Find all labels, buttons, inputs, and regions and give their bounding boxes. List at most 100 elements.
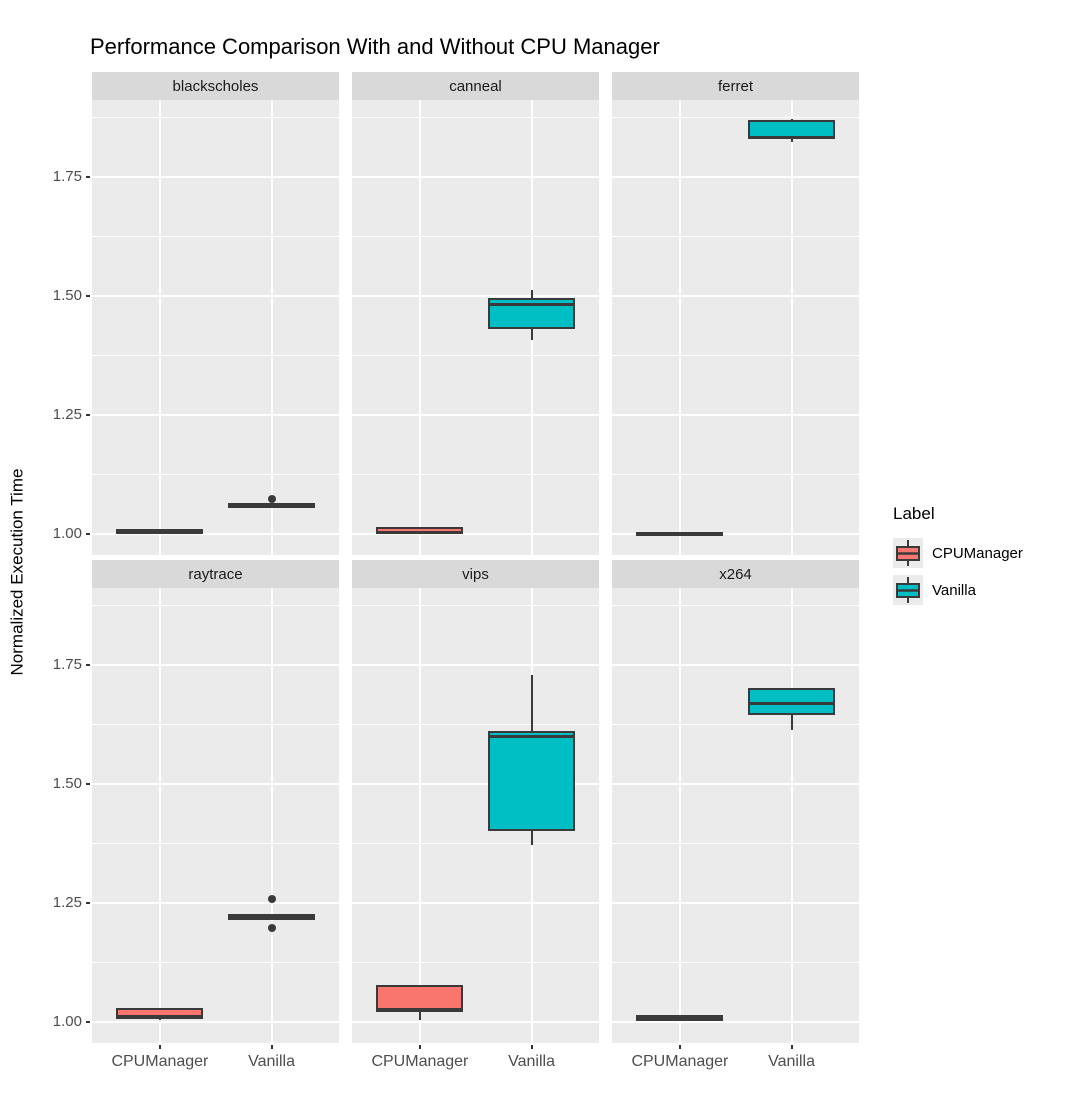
legend-boxplot-glyph-icon — [896, 577, 920, 603]
minor-gridline — [352, 355, 599, 357]
y-tick-label: 1.00 — [52, 1013, 82, 1031]
y-tick-mark — [86, 533, 90, 536]
facet-panel-ferret — [612, 100, 859, 555]
legend-key — [893, 538, 923, 568]
median-line — [490, 303, 574, 307]
x-tick-mark — [678, 1045, 681, 1049]
median-line — [638, 532, 722, 536]
outlier-dot — [267, 924, 276, 933]
lower-whisker — [790, 139, 793, 142]
median-line — [230, 915, 314, 919]
upper-whisker — [530, 675, 533, 731]
y-tick-label: 1.50 — [52, 287, 82, 305]
lower-whisker — [158, 1018, 161, 1020]
minor-gridline — [612, 236, 859, 238]
major-gridline — [92, 664, 339, 667]
x-tick-label: Vanilla — [508, 1053, 555, 1070]
major-gridline — [92, 902, 339, 905]
y-tick-label: 1.75 — [52, 656, 82, 674]
vertical-gridline — [678, 100, 681, 555]
chart-title: Performance Comparison With and Without … — [90, 34, 660, 59]
lower-whisker — [418, 1012, 421, 1021]
vertical-gridline — [790, 588, 793, 1043]
major-gridline — [352, 295, 599, 298]
major-gridline — [92, 533, 339, 536]
y-tick-label: 1.25 — [52, 406, 82, 424]
minor-gridline — [352, 474, 599, 476]
y-tick-label: 1.75 — [52, 168, 82, 186]
x-tick-label: Vanilla — [248, 1053, 295, 1070]
major-gridline — [612, 295, 859, 298]
median-line — [490, 735, 574, 739]
facet-strip-raytrace: raytrace — [92, 560, 339, 588]
median-line — [118, 1014, 202, 1018]
minor-gridline — [92, 117, 339, 119]
median-line — [118, 529, 202, 533]
minor-gridline — [352, 962, 599, 964]
vertical-gridline — [678, 588, 681, 1043]
y-tick-label: 1.00 — [52, 525, 82, 543]
boxplot-box-x264-Vanilla — [748, 687, 836, 716]
minor-gridline — [612, 355, 859, 357]
boxplot-box-vips-Vanilla — [488, 730, 576, 832]
facet-strip-vips: vips — [352, 560, 599, 588]
legend: Label CPUManager Vanilla — [893, 504, 1023, 612]
minor-gridline — [92, 724, 339, 726]
facet-strip-blackscholes: blackscholes — [92, 72, 339, 100]
minor-gridline — [612, 474, 859, 476]
y-tick-label: 1.25 — [52, 894, 82, 912]
y-tick-mark — [86, 902, 90, 905]
outlier-dot — [267, 895, 276, 904]
vertical-gridline — [418, 100, 421, 555]
legend-entry-Vanilla: Vanilla — [893, 575, 1023, 605]
y-tick-mark — [86, 414, 90, 417]
lower-whisker — [530, 831, 533, 845]
major-gridline — [92, 783, 339, 786]
minor-gridline — [352, 117, 599, 119]
minor-gridline — [612, 962, 859, 964]
x-tick-label: CPUManager — [371, 1053, 469, 1070]
major-gridline — [352, 176, 599, 179]
minor-gridline — [612, 843, 859, 845]
lower-whisker — [530, 328, 533, 340]
facet-panel-vips — [352, 588, 599, 1043]
x-tick-mark — [530, 1045, 533, 1049]
minor-gridline — [92, 843, 339, 845]
vertical-gridline — [158, 100, 161, 555]
legend-entries: CPUManager Vanilla — [893, 538, 1023, 605]
y-tick-mark — [86, 783, 90, 786]
major-gridline — [612, 176, 859, 179]
y-axis-title: Normalized Execution Time — [7, 468, 27, 676]
y-tick-label: 1.50 — [52, 775, 82, 793]
median-line — [378, 1007, 462, 1011]
outlier-dot — [267, 494, 276, 503]
x-tick-mark — [270, 1045, 273, 1049]
minor-gridline — [352, 236, 599, 238]
minor-gridline — [612, 724, 859, 726]
major-gridline — [612, 414, 859, 417]
major-gridline — [612, 533, 859, 536]
median-line — [230, 504, 314, 508]
median-line — [750, 701, 834, 705]
median-line — [750, 135, 834, 139]
major-gridline — [352, 902, 599, 905]
major-gridline — [352, 414, 599, 417]
legend-boxplot-glyph-icon — [896, 540, 920, 566]
x-tick-label: Vanilla — [768, 1053, 815, 1070]
facet-panel-raytrace — [92, 588, 339, 1043]
boxplot-box-vips-CPUManager — [376, 984, 464, 1013]
major-gridline — [612, 783, 859, 786]
facet-strip-x264: x264 — [612, 560, 859, 588]
facet-strip-ferret: ferret — [612, 72, 859, 100]
minor-gridline — [92, 962, 339, 964]
y-tick-mark — [86, 176, 90, 179]
boxplot-box-canneal-Vanilla — [488, 297, 576, 329]
legend-title: Label — [893, 504, 935, 523]
major-gridline — [352, 783, 599, 786]
minor-gridline — [352, 843, 599, 845]
legend-entry-label: Vanilla — [932, 581, 976, 599]
x-tick-mark — [418, 1045, 421, 1049]
minor-gridline — [352, 605, 599, 607]
major-gridline — [92, 1021, 339, 1024]
